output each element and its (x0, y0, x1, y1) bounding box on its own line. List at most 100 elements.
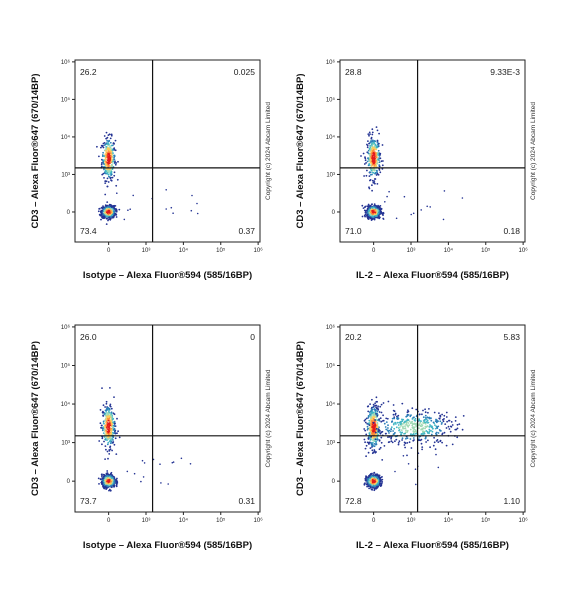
data-point (461, 428, 464, 431)
data-point (376, 183, 379, 185)
quadrant-label-top-right: 5.83 (503, 332, 520, 342)
y-axis-title: CD3 – Alexa Fluor®647 (670/14BP) (30, 341, 41, 496)
data-point (378, 155, 381, 157)
data-point (371, 213, 374, 215)
data-point (99, 422, 102, 425)
data-point (373, 483, 376, 485)
data-point (370, 474, 373, 477)
data-point (410, 433, 412, 435)
data-point (110, 150, 113, 153)
data-point (373, 481, 376, 484)
data-point (412, 439, 415, 442)
data-point (448, 428, 451, 430)
data-point (378, 132, 380, 135)
data-point (368, 187, 371, 190)
data-point (111, 144, 114, 147)
data-point (411, 407, 414, 410)
data-point (375, 475, 378, 478)
data-point (401, 420, 404, 422)
data-point (376, 169, 378, 172)
data-point (375, 416, 378, 419)
data-point (373, 207, 375, 210)
data-point (378, 418, 380, 421)
data-point (374, 209, 376, 211)
data-point (190, 209, 193, 212)
data-point (420, 209, 423, 211)
data-point (108, 483, 110, 486)
data-point (369, 153, 371, 156)
data-point (428, 408, 430, 410)
data-point (110, 422, 113, 424)
data-point (400, 433, 402, 436)
data-point (375, 126, 378, 128)
data-point (368, 441, 371, 444)
data-point (364, 479, 367, 482)
data-point (442, 420, 445, 423)
data-point (418, 436, 421, 438)
data-point (375, 156, 378, 159)
data-point (116, 432, 118, 435)
data-point (410, 414, 412, 416)
data-point (103, 484, 106, 487)
data-point (366, 441, 369, 444)
data-point (113, 428, 116, 431)
data-point (103, 155, 105, 158)
data-point (365, 174, 368, 177)
data-point (401, 437, 404, 440)
data-point (393, 417, 396, 420)
data-point (403, 422, 405, 425)
data-point (368, 142, 370, 145)
data-point (115, 484, 118, 487)
data-point (108, 478, 111, 481)
data-point (102, 159, 105, 162)
data-point (103, 474, 106, 476)
data-point (113, 481, 115, 484)
data-point (378, 482, 381, 485)
data-point (401, 402, 404, 405)
data-point (415, 408, 418, 411)
data-point (98, 483, 100, 485)
data-point (107, 219, 109, 222)
data-point (115, 209, 118, 212)
data-point (160, 482, 162, 484)
data-point (417, 439, 420, 442)
data-point (447, 425, 450, 428)
data-point (107, 413, 110, 416)
quadrant-label-top-right: 0 (250, 332, 255, 342)
data-point (369, 149, 371, 152)
data-point (427, 411, 429, 414)
data-point (102, 479, 105, 482)
data-point (432, 421, 435, 424)
data-point (180, 457, 183, 460)
data-point (423, 430, 426, 433)
data-point (386, 417, 389, 420)
data-point (381, 168, 384, 170)
data-point (385, 421, 388, 423)
data-point (113, 396, 115, 398)
data-point (107, 170, 109, 172)
data-point (110, 215, 113, 218)
data-point (107, 438, 110, 440)
data-point (407, 463, 410, 465)
data-point (110, 134, 113, 137)
data-point (111, 426, 114, 428)
x-tick-label: 10⁵ (216, 247, 226, 254)
data-point (377, 212, 379, 215)
data-point (427, 439, 429, 442)
data-point (365, 417, 368, 420)
data-point (110, 484, 112, 487)
data-point (117, 430, 119, 433)
data-point (392, 433, 395, 436)
data-point (106, 172, 109, 175)
data-point (368, 422, 371, 424)
data-point (418, 413, 421, 416)
data-point (371, 131, 374, 134)
data-point (410, 447, 413, 449)
data-point (98, 155, 100, 158)
data-point (374, 419, 376, 421)
data-point (101, 162, 103, 164)
data-point (375, 215, 377, 217)
copyright-text: Copyright (c) 2024 Abcam Limited (530, 369, 537, 467)
data-point (387, 400, 390, 403)
data-point (372, 403, 375, 406)
